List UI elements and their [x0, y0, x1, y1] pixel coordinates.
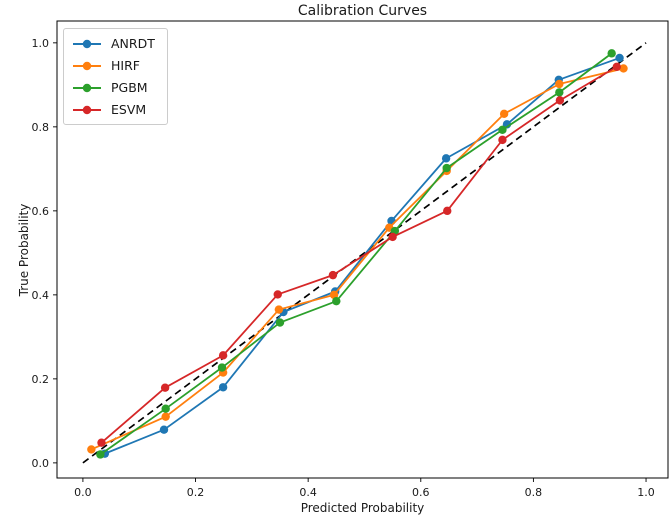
data-point-HIRF: [161, 412, 170, 421]
data-point-ANRDT: [615, 53, 624, 63]
data-point-HIRF: [87, 445, 96, 454]
legend-label: ANRDT: [111, 36, 155, 51]
y-axis-label: True Probability: [17, 203, 31, 297]
data-point-PGBM: [275, 318, 285, 327]
x-tick-label: 0.8: [525, 486, 543, 499]
legend-marker-ESVM: [73, 105, 101, 114]
data-point-PGBM: [96, 450, 105, 459]
legend-marker-PGBM: [73, 83, 101, 92]
data-point-HIRF: [555, 79, 564, 89]
chart-title: Calibration Curves: [297, 3, 428, 19]
series-PGBM: [96, 49, 616, 459]
data-point-ESVM: [97, 438, 106, 447]
legend-label: ESVM: [111, 102, 147, 117]
x-tick-label: 0.6: [412, 486, 430, 499]
data-point-HIRF: [329, 290, 339, 300]
legend-label: PGBM: [111, 80, 148, 95]
legend-item-HIRF: HIRF: [72, 57, 155, 74]
x-tick-label: 0.0: [74, 486, 92, 499]
y-tick-label: 0.6: [32, 205, 50, 218]
data-point-ANRDT: [218, 383, 228, 392]
legend-item-ANRDT: ANRDT: [72, 35, 155, 52]
x-tick-label: 0.2: [187, 486, 205, 499]
series-line-HIRF: [90, 67, 624, 451]
data-point-PGBM: [607, 49, 616, 58]
legend-item-ESVM: ESVM: [72, 101, 155, 118]
data-point-ANRDT: [159, 425, 169, 434]
data-point-ESVM: [443, 206, 452, 216]
data-point-PGBM: [217, 363, 227, 372]
series-line-PGBM: [99, 52, 613, 456]
y-tick-label: 0.0: [32, 457, 50, 470]
legend-item-PGBM: PGBM: [72, 79, 155, 96]
y-tick-label: 1.0: [32, 37, 50, 50]
legend-marker-ANRDT: [73, 39, 101, 48]
series-ESVM: [97, 62, 621, 447]
data-point-ESVM: [612, 62, 621, 71]
series-line-ESVM: [100, 66, 618, 444]
data-point-ESVM: [218, 351, 228, 360]
data-point-ESVM: [388, 232, 397, 242]
axes-frame: [56, 20, 669, 479]
legend-marker-HIRF: [73, 61, 101, 70]
data-point-ANRDT: [441, 154, 451, 163]
x-tick-label: 0.4: [299, 486, 317, 499]
reference-diagonal: [82, 42, 647, 464]
data-point-PGBM: [332, 296, 341, 306]
data-point-ESVM: [328, 270, 338, 280]
data-point-ESVM: [160, 383, 170, 392]
data-point-ESVM: [555, 96, 565, 105]
legend-label: HIRF: [111, 58, 140, 73]
data-point-PGBM: [555, 88, 564, 97]
data-point-HIRF: [619, 64, 628, 73]
data-point-ESVM: [498, 135, 507, 145]
x-axis-label: Predicted Probability: [300, 501, 425, 515]
data-point-HIRF: [499, 109, 509, 119]
y-tick-label: 0.2: [32, 373, 50, 386]
x-tick-label: 1.0: [637, 486, 655, 499]
y-tick-label: 0.4: [32, 289, 50, 302]
data-point-HIRF: [274, 305, 284, 314]
data-point-ESVM: [273, 290, 282, 299]
legend: ANRDT HIRF PGBM ESVM: [63, 28, 168, 125]
data-point-PGBM: [498, 125, 507, 134]
data-point-PGBM: [442, 163, 451, 173]
y-tick-label: 0.8: [32, 121, 50, 134]
data-point-PGBM: [161, 404, 170, 413]
